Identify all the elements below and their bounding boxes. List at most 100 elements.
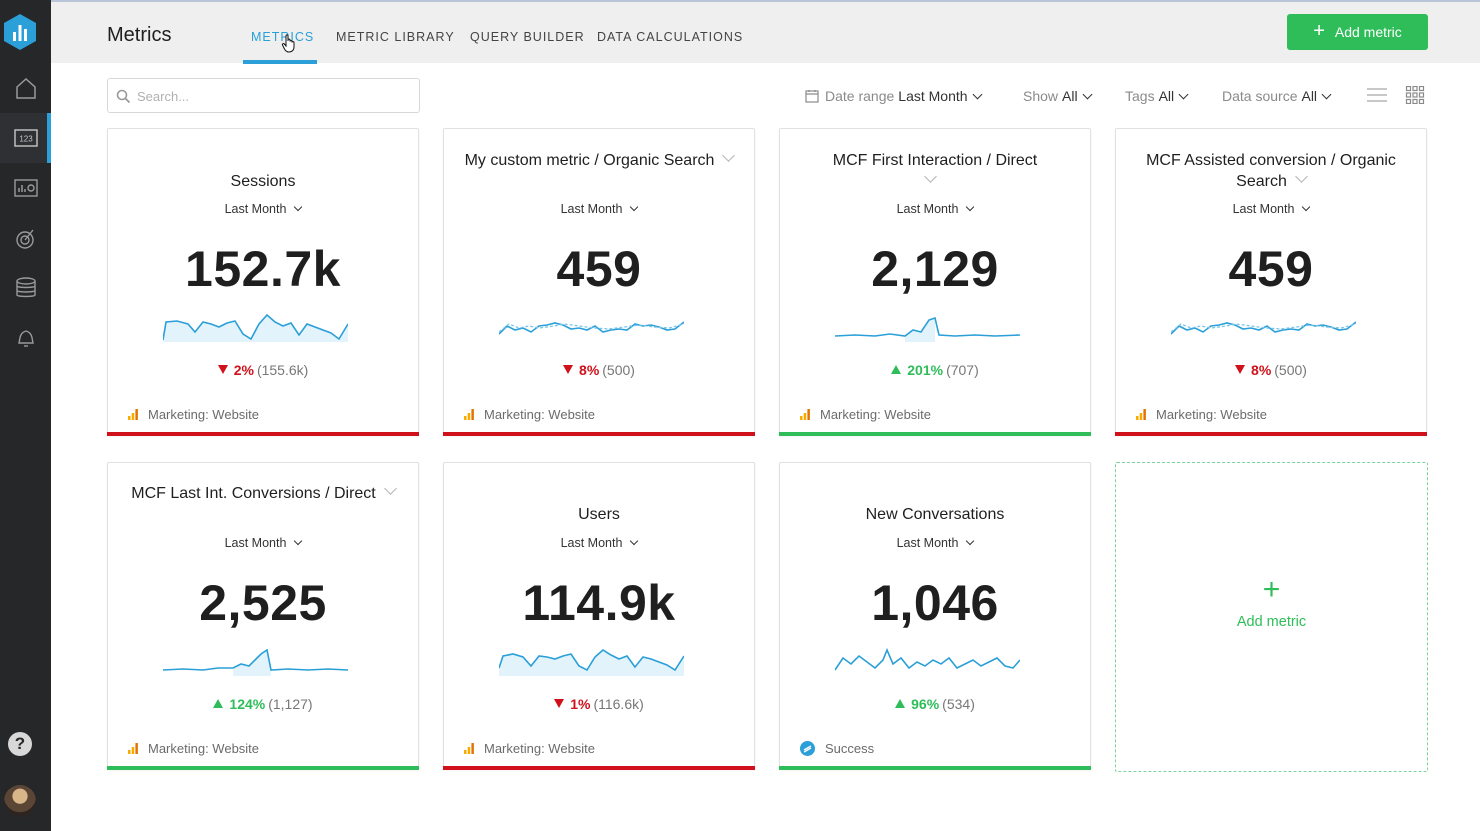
metric-value: 2,525 (199, 575, 327, 631)
metrics-123-icon: 123 (13, 129, 38, 147)
data-source: Marketing: Website (1136, 407, 1267, 422)
chevron-down-icon[interactable] (383, 482, 397, 495)
sparkline (163, 648, 348, 676)
chevron-down-icon (1082, 89, 1093, 100)
hand-cursor-icon (281, 34, 295, 53)
google-analytics-icon (128, 743, 138, 754)
sparkline (1171, 321, 1356, 335)
metric-title: New Conversations (865, 506, 1005, 523)
tags-filter[interactable]: Tags All (1125, 88, 1189, 104)
arrow-down-icon (563, 365, 574, 374)
search-box[interactable] (107, 78, 420, 113)
status-bar (779, 766, 1091, 770)
home-icon (15, 77, 36, 99)
change-indicator: 8% (500) (1116, 362, 1426, 378)
avatar[interactable] (4, 785, 36, 817)
data-source: Marketing: Website (464, 741, 595, 756)
source-label: Marketing: Website (148, 407, 260, 422)
status-bar (443, 432, 755, 436)
data-source-label: Data source (1222, 88, 1298, 104)
show-filter[interactable]: Show All (1023, 88, 1093, 104)
status-bar (107, 766, 419, 770)
sidebar-item-dashboards[interactable] (0, 163, 51, 213)
tab-query-builder[interactable]: QUERY BUILDER (470, 30, 585, 44)
data-source: Success (800, 741, 874, 756)
chevron-down-icon[interactable] (924, 170, 937, 183)
metric-title: My custom metric / Organic Search (464, 149, 736, 171)
source-label: Success (825, 741, 875, 756)
tab-metric-library[interactable]: METRIC LIBRARY (336, 30, 455, 44)
list-view-icon[interactable] (1367, 86, 1387, 104)
chevron-down-icon (294, 202, 303, 212)
period-dropdown[interactable]: Last Month (1116, 202, 1426, 216)
metric-card[interactable]: MCF First Interaction / Direct Last Mont… (779, 128, 1091, 436)
period-dropdown[interactable]: Last Month (444, 536, 754, 550)
metric-title: MCF First Interaction / Direct (832, 152, 1038, 169)
goals-target-icon (15, 229, 34, 249)
previous-value: (500) (1274, 362, 1307, 378)
data-source: Marketing: Website (800, 407, 931, 422)
period-dropdown[interactable]: Last Month (108, 536, 418, 550)
sidebar-item-home[interactable] (0, 63, 51, 113)
metric-title: MCF Last Int. Conversions / Direct (128, 482, 398, 504)
metric-title-text: MCF Last Int. Conversions / Direct (131, 485, 376, 502)
date-range-filter[interactable]: Date range Last Month (805, 88, 982, 104)
period-dropdown[interactable]: Last Month (444, 202, 754, 216)
chevron-down-icon (294, 536, 303, 546)
grid-view-icon[interactable] (1405, 86, 1425, 104)
chevron-down-icon (630, 202, 639, 212)
change-indicator: 8% (500) (444, 362, 754, 378)
period-dropdown[interactable]: Last Month (108, 202, 418, 216)
previous-value: (116.6k) (593, 696, 644, 712)
change-indicator: 2% (155.6k) (108, 362, 418, 378)
period-label: Last Month (224, 536, 287, 550)
google-analytics-icon (464, 409, 474, 420)
chevron-down-icon (966, 202, 975, 212)
source-label: Marketing: Website (148, 741, 260, 756)
period-label: Last Month (896, 202, 959, 216)
top-header: Metrics METRICS METRIC LIBRARY QUERY BUI… (51, 0, 1480, 64)
active-tab-indicator (243, 60, 317, 64)
add-metric-button[interactable]: + Add metric (1287, 14, 1428, 50)
sparkline (499, 649, 684, 676)
sidebar-item-metrics[interactable]: 123 (0, 113, 51, 163)
previous-value: (155.6k) (256, 362, 309, 378)
metric-title-text: MCF Assisted conversion / Organic Search (1146, 152, 1396, 190)
metric-card[interactable]: MCF Assisted conversion / Organic Search… (1115, 128, 1427, 436)
tags-value: All (1158, 88, 1175, 104)
help-icon[interactable]: ? (8, 732, 32, 756)
arrow-down-icon (554, 699, 565, 708)
period-label: Last Month (560, 202, 623, 216)
period-label: Last Month (1232, 202, 1295, 216)
data-source-filter[interactable]: Data source All (1222, 88, 1332, 104)
success-connector-icon (800, 741, 815, 756)
metric-card[interactable]: My custom metric / Organic Search Last M… (443, 128, 755, 436)
change-indicator: 201% (707) (780, 362, 1090, 378)
tab-data-calculations[interactable]: DATA CALCULATIONS (597, 30, 744, 44)
metric-title: MCF Assisted conversion / Organic Search (1136, 150, 1406, 192)
change-indicator: 96% (534) (780, 696, 1090, 712)
period-dropdown[interactable]: Last Month (780, 202, 1090, 216)
change-indicator: 124% (1,127) (108, 696, 418, 712)
metric-card[interactable]: MCF Last Int. Conversions / Direct Last … (107, 462, 419, 770)
databox-logo-icon[interactable] (3, 13, 37, 51)
chevron-down-icon (1321, 89, 1332, 100)
sidebar-item-alerts[interactable] (0, 313, 51, 363)
tab-metrics[interactable]: METRICS (251, 30, 315, 44)
sidebar-item-data-manager[interactable] (0, 263, 51, 313)
sidebar-item-goals[interactable] (0, 213, 51, 263)
previous-value: (500) (602, 362, 635, 378)
add-metric-card[interactable]: + Add metric (1115, 462, 1428, 772)
chevron-down-icon[interactable] (722, 149, 736, 162)
metric-card[interactable]: Users Last Month 114.9k 1% (116.6k) Marke… (443, 462, 755, 770)
search-input[interactable] (137, 87, 407, 105)
period-label: Last Month (224, 202, 287, 216)
dashboard-icon (13, 179, 38, 197)
arrow-up-icon (895, 699, 906, 708)
period-dropdown[interactable]: Last Month (780, 536, 1090, 550)
metric-card[interactable]: Sessions Last Month 152.7k 2% (155.6k) Ma… (107, 128, 419, 436)
metric-card[interactable]: New Conversations Last Month 1,046 96% (5… (779, 462, 1091, 770)
chevron-down-icon[interactable] (1294, 170, 1308, 183)
change-percent: 2% (233, 362, 254, 378)
metric-value: 2,129 (871, 241, 999, 297)
